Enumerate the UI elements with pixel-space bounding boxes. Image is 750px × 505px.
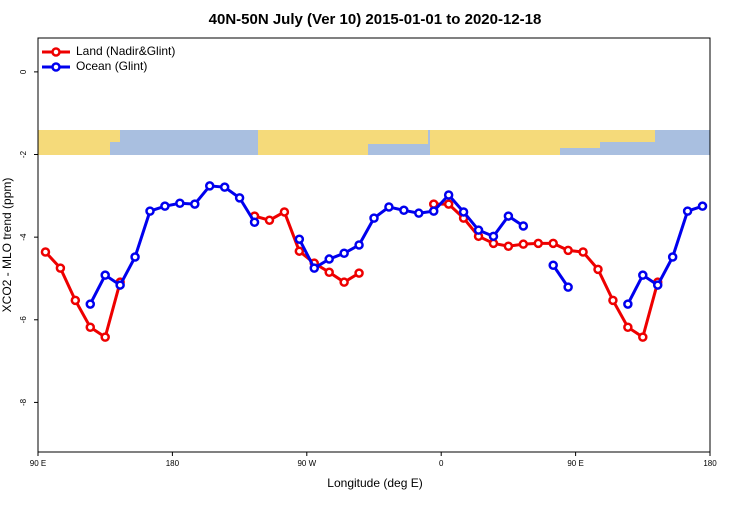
data-point bbox=[354, 268, 364, 278]
chart-title: 40N-50N July (Ver 10) 2015-01-01 to 2020… bbox=[209, 11, 542, 28]
data-point bbox=[190, 199, 200, 209]
data-point bbox=[667, 252, 678, 262]
data-point bbox=[40, 247, 51, 257]
data-point bbox=[518, 221, 529, 231]
data-point bbox=[55, 263, 66, 273]
legend-marker bbox=[51, 47, 61, 57]
y-axis-label: XCO2 - MLO trend (ppm) bbox=[0, 178, 14, 313]
x-tick-label: 180 bbox=[703, 459, 717, 468]
data-point bbox=[219, 182, 230, 192]
data-point bbox=[638, 332, 648, 342]
data-point bbox=[548, 238, 558, 249]
y-tick-label: -8 bbox=[19, 398, 28, 406]
data-point bbox=[548, 260, 558, 270]
x-tick-label: 90 E bbox=[30, 459, 46, 468]
data-point bbox=[324, 254, 334, 264]
data-point bbox=[443, 190, 454, 200]
data-point bbox=[682, 206, 693, 216]
data-point bbox=[204, 181, 215, 191]
data-point bbox=[563, 282, 573, 292]
data-point bbox=[249, 217, 260, 228]
data-point bbox=[384, 202, 394, 212]
data-point bbox=[130, 252, 140, 262]
data-point bbox=[339, 277, 349, 287]
data-point bbox=[414, 208, 424, 218]
data-point bbox=[70, 295, 81, 306]
data-point bbox=[488, 231, 499, 242]
y-tick-label: -2 bbox=[19, 150, 28, 158]
data-point bbox=[279, 207, 290, 217]
data-point bbox=[339, 248, 349, 259]
legend-label: Land (Nadir&Glint) bbox=[76, 44, 175, 58]
data-point bbox=[115, 280, 125, 290]
x-tick-label: 90 E bbox=[567, 459, 583, 468]
data-point bbox=[100, 332, 110, 342]
plot-frame bbox=[37, 37, 711, 453]
data-point bbox=[428, 206, 439, 216]
data-point bbox=[623, 299, 633, 309]
y-tick-label: -6 bbox=[19, 316, 28, 324]
data-point bbox=[294, 234, 305, 244]
data-point bbox=[518, 239, 529, 249]
map-strip bbox=[38, 130, 710, 155]
series-line bbox=[626, 204, 704, 305]
series-line bbox=[433, 202, 660, 340]
data-point bbox=[309, 263, 320, 273]
data-point bbox=[294, 246, 305, 256]
series-line bbox=[44, 251, 122, 340]
data-point bbox=[652, 280, 663, 290]
data-point bbox=[503, 241, 514, 251]
x-axis-label: Longitude (deg E) bbox=[327, 476, 422, 490]
data-point bbox=[443, 199, 454, 209]
data-point bbox=[324, 267, 334, 278]
data-point bbox=[85, 322, 96, 332]
legend-label: Ocean (Glint) bbox=[76, 59, 147, 73]
data-point bbox=[623, 322, 633, 332]
data-point bbox=[145, 206, 155, 216]
data-point bbox=[593, 264, 603, 275]
data-point bbox=[264, 215, 275, 225]
data-point bbox=[175, 198, 185, 209]
data-point bbox=[354, 240, 364, 250]
data-point bbox=[533, 238, 544, 249]
data-point bbox=[234, 193, 245, 203]
data-point bbox=[563, 245, 573, 256]
data-point bbox=[369, 213, 379, 223]
data-point bbox=[503, 211, 514, 221]
y-tick-label: 0 bbox=[19, 69, 28, 74]
data-point bbox=[85, 299, 96, 309]
data-point bbox=[473, 225, 484, 235]
legend-marker bbox=[51, 62, 61, 72]
x-tick-label: 90 W bbox=[297, 459, 316, 468]
data-point bbox=[638, 270, 648, 280]
data-point bbox=[160, 201, 170, 211]
data-point bbox=[578, 247, 588, 257]
data-point bbox=[458, 207, 469, 217]
data-point bbox=[697, 201, 708, 211]
data-point bbox=[100, 270, 110, 280]
data-point bbox=[399, 205, 409, 216]
data-point bbox=[608, 295, 618, 306]
y-tick-label: -4 bbox=[19, 233, 28, 241]
x-tick-label: 180 bbox=[166, 459, 180, 468]
x-tick-label: 0 bbox=[439, 459, 444, 468]
series-line bbox=[298, 192, 525, 271]
series-line bbox=[88, 184, 256, 305]
